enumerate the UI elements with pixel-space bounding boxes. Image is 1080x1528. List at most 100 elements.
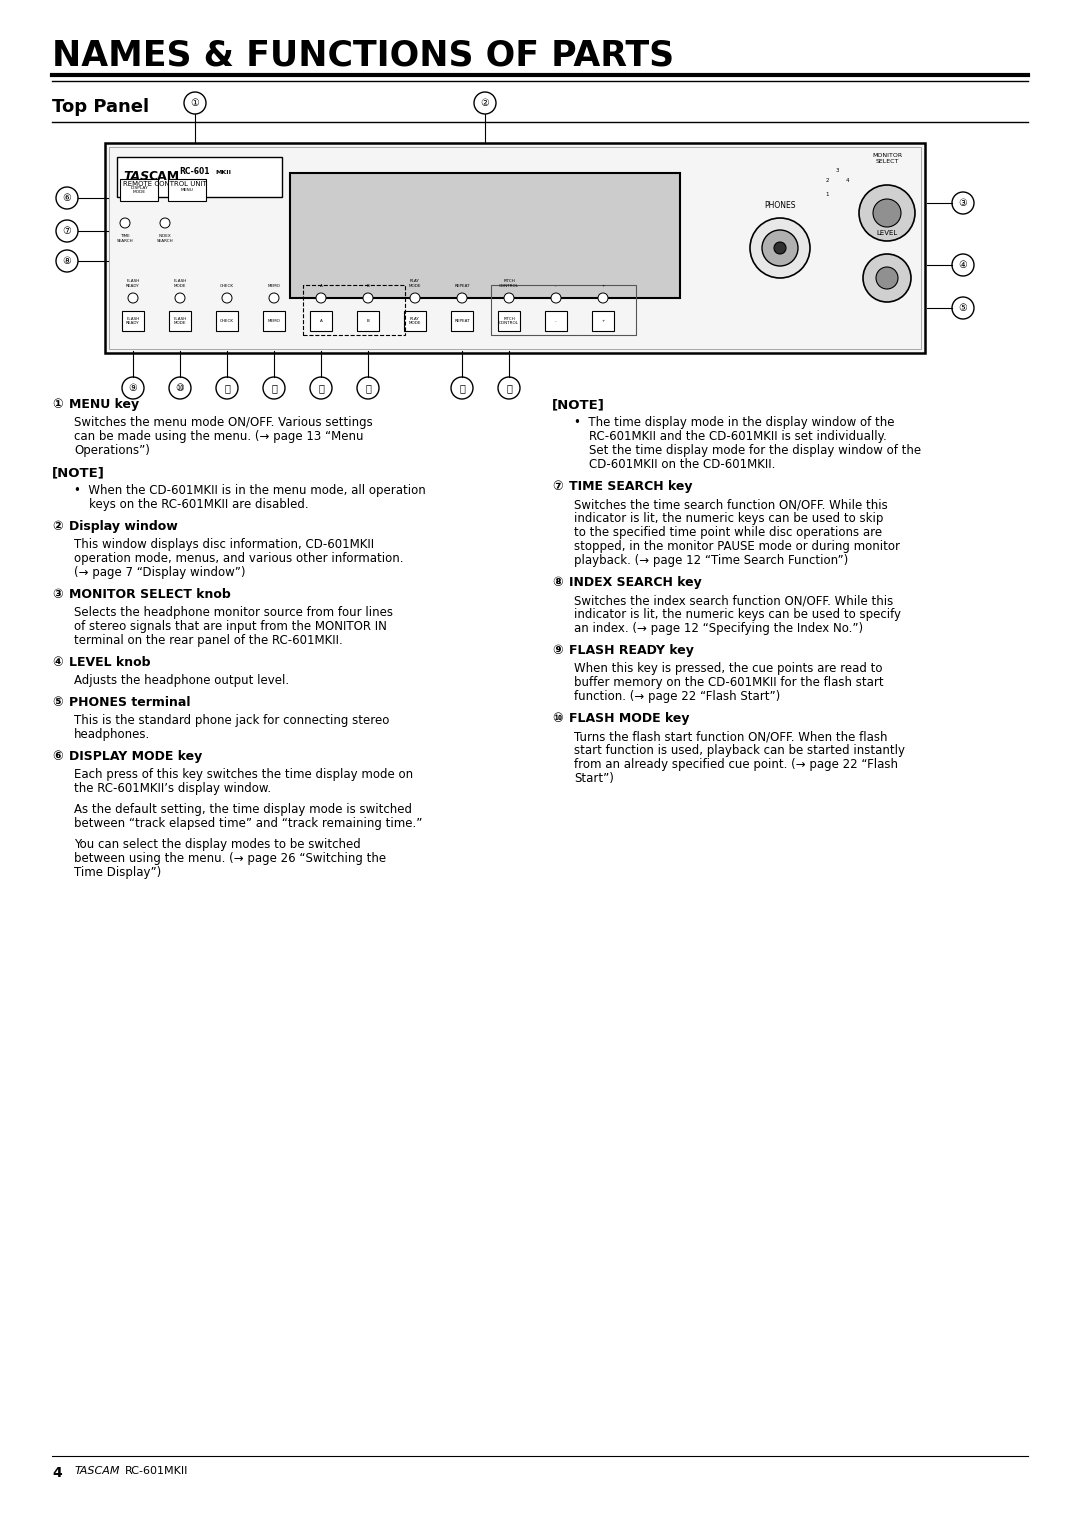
Text: stopped, in the monitor PAUSE mode or during monitor: stopped, in the monitor PAUSE mode or du…: [573, 539, 900, 553]
Text: REMOTE CONTROL UNIT: REMOTE CONTROL UNIT: [123, 180, 207, 186]
Text: ③: ③: [959, 199, 968, 208]
Text: between using the menu. (→ page 26 “Switching the: between using the menu. (→ page 26 “Swit…: [75, 853, 387, 865]
Text: PLAY
MODE: PLAY MODE: [408, 280, 421, 287]
Circle shape: [56, 251, 78, 272]
Bar: [545, 312, 567, 332]
Circle shape: [598, 293, 608, 303]
Circle shape: [56, 220, 78, 241]
Text: A: A: [320, 319, 323, 322]
Text: between “track elapsed time” and “track remaining time.”: between “track elapsed time” and “track …: [75, 817, 422, 830]
Text: Switches the index search function ON/OFF. While this: Switches the index search function ON/OF…: [573, 594, 893, 607]
Text: ①: ①: [191, 98, 200, 108]
Circle shape: [56, 186, 78, 209]
Text: Operations”): Operations”): [75, 445, 150, 457]
Text: -: -: [555, 284, 557, 287]
Text: ④: ④: [52, 656, 63, 669]
Text: headphones.: headphones.: [75, 727, 150, 741]
Text: ⑪: ⑪: [224, 384, 230, 393]
Text: RC-601: RC-601: [179, 168, 210, 177]
Text: B: B: [366, 284, 369, 287]
Text: PITCH
CONTROL: PITCH CONTROL: [499, 280, 519, 287]
Circle shape: [873, 199, 901, 228]
Circle shape: [175, 293, 185, 303]
Text: MKII: MKII: [215, 170, 231, 174]
Bar: [122, 312, 144, 332]
Circle shape: [951, 193, 974, 214]
Circle shape: [184, 92, 206, 115]
Text: ②: ②: [52, 520, 63, 533]
Bar: [310, 312, 332, 332]
Circle shape: [410, 293, 420, 303]
Text: PHONES terminal: PHONES terminal: [69, 695, 190, 709]
Text: PITCH
CONTROL: PITCH CONTROL: [499, 316, 519, 325]
Text: Switches the menu mode ON/OFF. Various settings: Switches the menu mode ON/OFF. Various s…: [75, 416, 373, 429]
Bar: [264, 312, 285, 332]
Circle shape: [168, 377, 191, 399]
Text: This is the standard phone jack for connecting stereo: This is the standard phone jack for conn…: [75, 714, 390, 727]
Circle shape: [750, 219, 810, 278]
Text: This window displays disc information, CD-601MKII: This window displays disc information, C…: [75, 538, 374, 552]
Text: REPEAT: REPEAT: [455, 319, 470, 322]
Text: TIME SEARCH key: TIME SEARCH key: [569, 480, 692, 494]
Circle shape: [120, 219, 130, 228]
Text: MEMO: MEMO: [268, 284, 281, 287]
Circle shape: [357, 377, 379, 399]
Text: [NOTE]: [NOTE]: [52, 466, 105, 478]
Text: LEVEL: LEVEL: [876, 231, 897, 235]
Circle shape: [504, 293, 514, 303]
Text: FLASH MODE key: FLASH MODE key: [569, 712, 689, 724]
Bar: [498, 312, 519, 332]
Text: MENU: MENU: [180, 188, 193, 193]
Circle shape: [498, 377, 519, 399]
Bar: [491, 286, 636, 335]
Text: CHECK: CHECK: [220, 319, 234, 322]
Bar: [216, 312, 238, 332]
Text: NAMES & FUNCTIONS OF PARTS: NAMES & FUNCTIONS OF PARTS: [52, 38, 674, 72]
Text: ④: ④: [959, 260, 968, 270]
Circle shape: [551, 293, 561, 303]
Bar: [357, 312, 379, 332]
Text: to the specified time point while disc operations are: to the specified time point while disc o…: [573, 526, 882, 539]
Text: ⑭: ⑭: [365, 384, 370, 393]
Circle shape: [310, 377, 332, 399]
Text: ⑨: ⑨: [552, 643, 563, 657]
Circle shape: [863, 254, 912, 303]
Text: ⑤: ⑤: [52, 695, 63, 709]
Text: +: +: [602, 319, 605, 322]
Text: ⑤: ⑤: [959, 303, 968, 313]
Text: REPEAT: REPEAT: [455, 284, 470, 287]
Circle shape: [457, 293, 467, 303]
Circle shape: [451, 377, 473, 399]
Bar: [404, 312, 426, 332]
Text: Adjusts the headphone output level.: Adjusts the headphone output level.: [75, 674, 289, 688]
Text: MONITOR SELECT knob: MONITOR SELECT knob: [69, 588, 231, 601]
Bar: [592, 312, 615, 332]
Text: ⑩: ⑩: [552, 712, 563, 724]
Circle shape: [774, 241, 786, 254]
Circle shape: [269, 293, 279, 303]
Bar: [291, 173, 680, 298]
Text: 3: 3: [835, 168, 839, 174]
Text: ⑫: ⑫: [271, 384, 276, 393]
Text: buffer memory on the CD-601MKII for the flash start: buffer memory on the CD-601MKII for the …: [573, 675, 883, 689]
Text: LEVEL knob: LEVEL knob: [69, 656, 150, 669]
Text: Set the time display mode for the display window of the: Set the time display mode for the displa…: [573, 445, 921, 457]
Circle shape: [363, 293, 373, 303]
Text: MENU key: MENU key: [69, 397, 139, 411]
Text: TASCAM: TASCAM: [75, 1465, 121, 1476]
Text: of stereo signals that are input from the MONITOR IN: of stereo signals that are input from th…: [75, 620, 387, 633]
Text: 2: 2: [825, 179, 828, 183]
Text: A: A: [320, 284, 323, 287]
Text: INDEX SEARCH key: INDEX SEARCH key: [569, 576, 702, 588]
Text: 1: 1: [825, 193, 828, 197]
Text: can be made using the menu. (→ page 13 “Menu: can be made using the menu. (→ page 13 “…: [75, 429, 364, 443]
Text: Top Panel: Top Panel: [52, 98, 149, 116]
Text: ⑮: ⑮: [459, 384, 464, 393]
Text: ③: ③: [52, 588, 63, 601]
Text: You can select the display modes to be switched: You can select the display modes to be s…: [75, 837, 361, 851]
Text: FLASH
READY: FLASH READY: [126, 316, 140, 325]
Text: When this key is pressed, the cue points are read to: When this key is pressed, the cue points…: [573, 662, 882, 675]
Text: PLAY
MODE: PLAY MODE: [408, 316, 421, 325]
Bar: [105, 144, 924, 353]
Text: CD-601MKII on the CD-601MKII.: CD-601MKII on the CD-601MKII.: [573, 458, 775, 471]
